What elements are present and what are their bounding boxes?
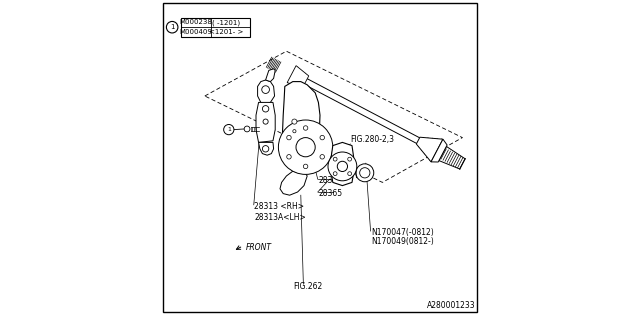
- Circle shape: [356, 164, 374, 182]
- Circle shape: [348, 172, 351, 176]
- Polygon shape: [259, 142, 274, 155]
- Polygon shape: [258, 80, 275, 104]
- Circle shape: [262, 86, 269, 93]
- Text: 1: 1: [170, 24, 175, 30]
- Text: ( -1201): ( -1201): [212, 19, 240, 26]
- Polygon shape: [280, 171, 307, 195]
- Circle shape: [328, 152, 357, 181]
- Circle shape: [244, 126, 250, 132]
- Text: FIG.262: FIG.262: [292, 282, 322, 291]
- Text: 28365: 28365: [319, 189, 342, 198]
- Circle shape: [337, 161, 348, 172]
- Circle shape: [262, 146, 269, 152]
- Polygon shape: [256, 102, 275, 142]
- Circle shape: [360, 168, 370, 178]
- Circle shape: [166, 21, 178, 33]
- Circle shape: [263, 119, 268, 124]
- Circle shape: [303, 164, 308, 169]
- Circle shape: [278, 120, 333, 174]
- Circle shape: [320, 155, 324, 159]
- Circle shape: [224, 124, 234, 135]
- Text: FRONT: FRONT: [246, 244, 272, 252]
- Text: 1: 1: [227, 127, 231, 132]
- Circle shape: [333, 172, 337, 176]
- Text: 28313A<LH>: 28313A<LH>: [254, 213, 306, 222]
- Polygon shape: [431, 139, 447, 162]
- Polygon shape: [332, 142, 354, 186]
- Circle shape: [320, 135, 324, 140]
- Text: N170049(0812-): N170049(0812-): [371, 237, 434, 246]
- Circle shape: [262, 106, 269, 112]
- Text: N170047(-0812): N170047(-0812): [371, 228, 434, 236]
- Circle shape: [287, 135, 291, 140]
- Polygon shape: [417, 137, 443, 162]
- Circle shape: [333, 157, 337, 161]
- Circle shape: [303, 126, 308, 130]
- Text: M000409: M000409: [179, 29, 212, 35]
- Text: M000238: M000238: [179, 20, 212, 25]
- Text: <1201- >: <1201- >: [209, 29, 243, 35]
- Polygon shape: [287, 66, 308, 87]
- Circle shape: [296, 138, 316, 157]
- Text: A280001233: A280001233: [427, 301, 475, 310]
- Circle shape: [287, 155, 291, 159]
- Text: 28313 <RH>: 28313 <RH>: [254, 202, 305, 211]
- Bar: [181, 18, 250, 37]
- Circle shape: [292, 119, 297, 124]
- Polygon shape: [283, 82, 320, 173]
- Text: 28362: 28362: [319, 176, 342, 185]
- Circle shape: [348, 157, 351, 161]
- Circle shape: [292, 130, 296, 133]
- Text: FIG.280-2,3: FIG.280-2,3: [351, 135, 394, 144]
- Polygon shape: [266, 69, 275, 82]
